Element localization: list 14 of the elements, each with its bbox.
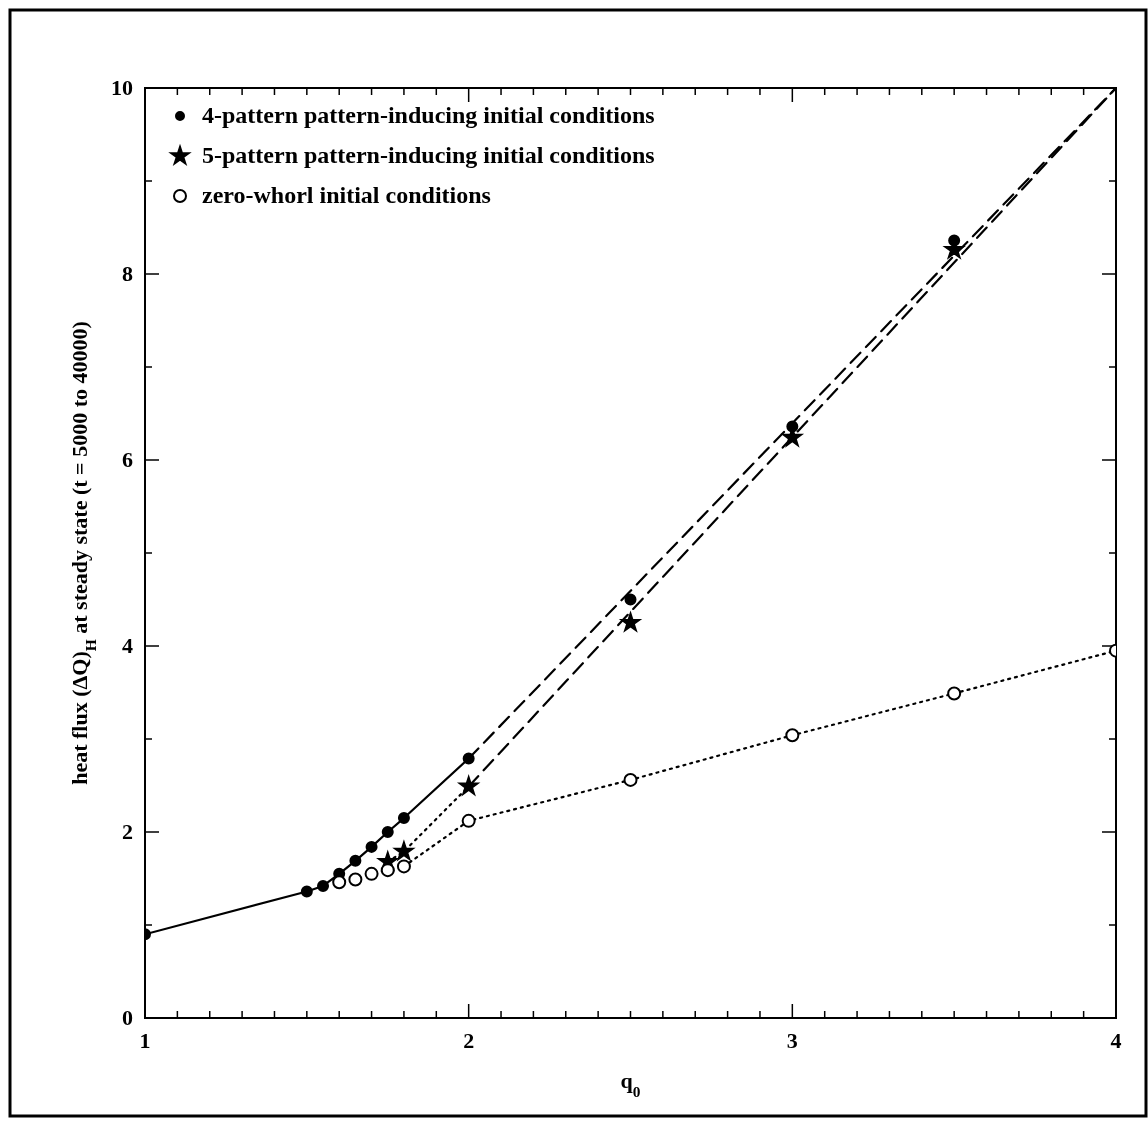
y-tick-label: 8 [122, 261, 133, 286]
legend-label: 4-pattern pattern-inducing initial conditions [202, 102, 655, 128]
y-tick-label: 0 [122, 1005, 133, 1030]
x-tick-label: 4 [1110, 1028, 1122, 1053]
x-axis-title: q$_{0}$ [620, 1068, 641, 1100]
y-tick-label: 2 [122, 819, 133, 844]
x-tick-label: 2 [463, 1028, 475, 1053]
y-tick-label: 4 [122, 633, 133, 658]
x-tick-label: 3 [786, 1028, 798, 1053]
y-tick-label: 6 [122, 447, 133, 472]
y-tick-label: 10 [111, 75, 133, 100]
legend-label: 5-pattern pattern-inducing initial conditions [202, 142, 655, 168]
x-tick-label: 1 [139, 1028, 151, 1053]
legend-label: zero-whorl initial conditions [202, 182, 491, 208]
